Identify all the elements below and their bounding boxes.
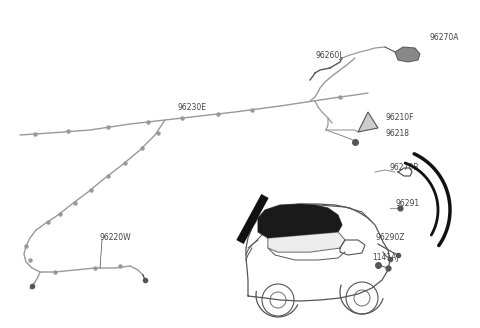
Text: 96220W: 96220W [100,234,132,242]
Text: 96260J: 96260J [315,51,341,59]
Text: 96290Z: 96290Z [376,234,406,242]
Polygon shape [268,232,345,252]
Polygon shape [358,112,378,132]
Text: 96270B: 96270B [390,163,420,173]
Text: 96218: 96218 [386,129,410,137]
Polygon shape [258,204,342,238]
Text: 1141AJ: 1141AJ [372,254,398,262]
Text: 96210F: 96210F [386,113,415,121]
Text: 96270A: 96270A [430,33,459,43]
Text: 96230E: 96230E [178,102,207,112]
Text: 96291: 96291 [396,198,420,208]
Polygon shape [395,47,420,62]
